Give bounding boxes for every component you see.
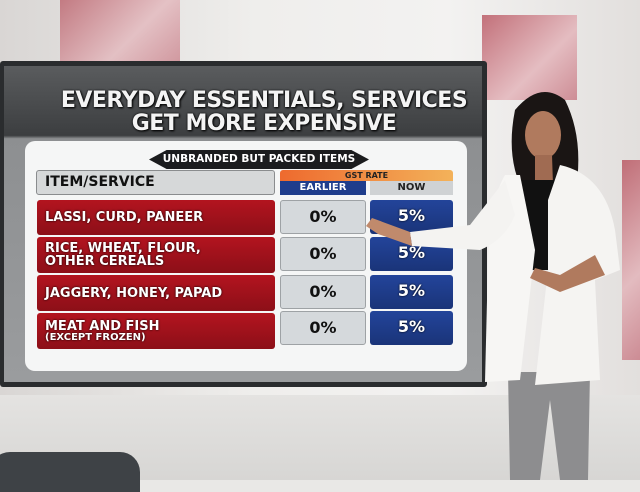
earlier-rate: 0% (280, 237, 366, 271)
title-line-1: EVERYDAY ESSENTIALS, SERVICES (60, 88, 468, 113)
presenter-figure (366, 92, 620, 480)
resting-hand (530, 255, 605, 292)
wall-panel (622, 160, 640, 360)
header-now: NOW (370, 181, 453, 195)
tv-screen: EVERYDAY ESSENTIALS, SERVICES GET MORE E… (0, 61, 487, 387)
header-gst-rate: GST RATE (280, 170, 453, 181)
now-rate: 5% (370, 311, 453, 345)
earlier-rate: 0% (280, 200, 366, 234)
now-rate: 5% (370, 275, 453, 309)
category-banner: UNBRANDED BUT PACKED ITEMS (149, 150, 369, 169)
checked-trousers (508, 372, 590, 480)
presenter (366, 92, 620, 480)
item-label-note: (EXCEPT FROZEN) (45, 331, 146, 343)
item-label-line2: OTHER CEREALS (45, 254, 165, 269)
wall-panel (60, 0, 180, 62)
earlier-rate: 0% (280, 311, 366, 345)
row-item: RICE, WHEAT, FLOUR, OTHER CEREALS (37, 237, 275, 273)
graphic: EVERYDAY ESSENTIALS, SERVICES GET MORE E… (4, 66, 482, 382)
row-item: LASSI, CURD, PANEER (37, 200, 275, 235)
item-label: LASSI, CURD, PANEER (45, 210, 204, 225)
title-line-2: GET MORE EXPENSIVE (131, 111, 397, 136)
item-label: JAGGERY, HONEY, PAPAD (45, 285, 223, 301)
header-earlier: EARLIER (280, 181, 366, 195)
earlier-rate: 0% (280, 275, 366, 309)
pointing-arm (410, 180, 515, 250)
header-item: ITEM/SERVICE (36, 170, 275, 195)
row-item: JAGGERY, HONEY, PAPAD (37, 275, 275, 311)
face (525, 111, 561, 159)
item-label: RICE, WHEAT, FLOUR, (45, 241, 201, 256)
wall-panel (482, 15, 577, 100)
item-label: MEAT AND FISH (45, 318, 160, 334)
pointing-hand (366, 218, 412, 246)
row-item: MEAT AND FISH (EXCEPT FROZEN) (37, 313, 275, 349)
